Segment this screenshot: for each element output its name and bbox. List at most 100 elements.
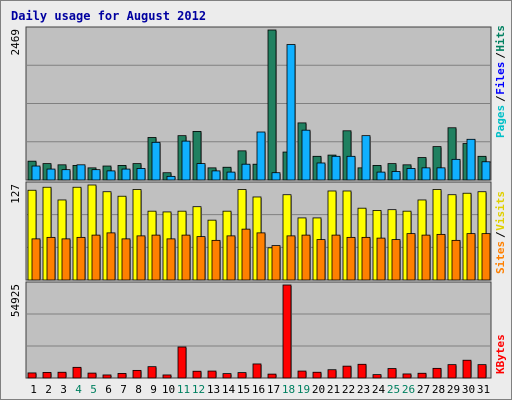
- bar-sites-day-3: [61, 238, 71, 281]
- x-tick-label: 20: [312, 383, 325, 396]
- chart-title: Daily usage for August 2012: [11, 9, 206, 23]
- bar-sites-day-22: [346, 236, 356, 281]
- bar-sites-day-26: [406, 233, 416, 281]
- x-tick-label: 22: [342, 383, 355, 396]
- x-tick-label: 2: [45, 383, 52, 396]
- bar-files-day-21: [331, 155, 341, 181]
- bar-sites-day-17: [271, 245, 281, 281]
- bar-kbytes-day-31: [477, 364, 487, 379]
- bar-kbytes-day-24: [372, 374, 382, 379]
- bar-sites-day-6: [106, 232, 116, 281]
- x-tick-label: 16: [252, 383, 265, 396]
- bar-files-day-14: [226, 171, 236, 181]
- bar-kbytes-day-7: [117, 373, 127, 379]
- x-tick-label: 7: [120, 383, 127, 396]
- bar-sites-day-27: [421, 234, 431, 281]
- bar-files-day-3: [61, 169, 71, 181]
- bar-files-day-7: [121, 168, 131, 181]
- bar-sites-day-5: [91, 234, 101, 281]
- bar-kbytes-day-21: [327, 369, 337, 379]
- x-tick-label: 31: [477, 383, 490, 396]
- bar-kbytes-day-12: [192, 370, 202, 379]
- x-tick-label: 28: [432, 383, 445, 396]
- bar-files-day-6: [106, 170, 116, 181]
- bar-files-day-30: [466, 138, 476, 181]
- bar-kbytes-day-9: [147, 366, 157, 379]
- bar-sites-day-14: [226, 235, 236, 281]
- bar-files-day-19: [301, 129, 311, 181]
- bar-sites-day-4: [76, 236, 86, 281]
- bar-sites-day-11: [181, 234, 191, 281]
- bar-kbytes-day-20: [312, 371, 322, 379]
- bar-files-day-8: [136, 168, 146, 181]
- bar-sites-day-9: [151, 234, 161, 281]
- bar-sites-day-7: [121, 238, 131, 281]
- bar-sites-day-30: [466, 233, 476, 281]
- bar-files-day-31: [481, 161, 491, 181]
- bar-kbytes-day-27: [417, 372, 427, 379]
- bar-sites-day-19: [301, 234, 311, 281]
- bar-files-day-20: [316, 162, 326, 181]
- bar-files-day-23: [361, 135, 371, 181]
- legend-files: Files: [494, 62, 507, 95]
- y-max-label: 54925: [9, 284, 22, 317]
- legend-visits: Visits: [494, 191, 507, 231]
- bar-files-day-2: [46, 168, 56, 181]
- bar-files-day-25: [391, 171, 401, 181]
- bar-files-day-9: [151, 141, 161, 181]
- x-tick-label: 18: [282, 383, 295, 396]
- bar-sites-day-18: [286, 235, 296, 281]
- bar-files-day-15: [241, 163, 251, 181]
- bar-kbytes-day-29: [447, 364, 457, 379]
- legend-hits: Hits: [494, 25, 507, 52]
- bar-kbytes-day-18: [282, 284, 292, 379]
- bar-sites-day-28: [436, 233, 446, 281]
- x-tick-label: 27: [417, 383, 430, 396]
- bar-files-day-5: [91, 169, 101, 181]
- bar-sites-day-10: [166, 238, 176, 281]
- bar-files-day-24: [376, 171, 386, 181]
- bar-kbytes-day-10: [162, 374, 172, 379]
- bar-kbytes-day-3: [57, 371, 67, 379]
- bar-kbytes-day-16: [252, 363, 262, 379]
- bar-files-day-17: [271, 172, 281, 181]
- bar-sites-day-8: [136, 235, 146, 281]
- bar-kbytes-day-14: [222, 373, 232, 379]
- x-tick-label: 3: [60, 383, 67, 396]
- x-tick-label: 14: [222, 383, 236, 396]
- y-max-label: 127: [9, 184, 22, 204]
- legend-kbytes: KBytes: [494, 334, 507, 374]
- bar-sites-day-15: [241, 228, 251, 281]
- bar-kbytes-day-6: [102, 374, 112, 379]
- bar-sites-day-16: [256, 232, 266, 281]
- x-tick-label: 11: [177, 383, 190, 396]
- x-tick-label: 15: [237, 383, 250, 396]
- y-max-label: 2469: [9, 29, 22, 56]
- legend-sites: Sites: [494, 241, 507, 274]
- bar-kbytes-day-1: [27, 372, 37, 379]
- bar-kbytes-day-11: [177, 346, 187, 379]
- x-tick-label: 23: [357, 383, 370, 396]
- bar-kbytes-day-25: [387, 368, 397, 379]
- bar-files-day-26: [406, 168, 416, 181]
- bar-files-day-27: [421, 167, 431, 181]
- x-tick-label: 5: [90, 383, 97, 396]
- x-tick-label: 17: [267, 383, 280, 396]
- x-tick-label: 9: [150, 383, 157, 396]
- bar-kbytes-day-8: [132, 369, 142, 379]
- bar-files-day-18: [286, 44, 296, 181]
- x-tick-label: 21: [327, 383, 340, 396]
- x-tick-label: 12: [192, 383, 205, 396]
- bar-files-day-29: [451, 158, 461, 181]
- bar-kbytes-day-5: [87, 372, 97, 379]
- bar-kbytes-day-15: [237, 372, 247, 379]
- bar-kbytes-day-17: [267, 373, 277, 379]
- x-tick-label: 10: [162, 383, 175, 396]
- x-tick-label: 4: [75, 383, 82, 396]
- bar-files-day-12: [196, 163, 206, 181]
- bar-files-day-13: [211, 170, 221, 181]
- legend-separator: /: [494, 231, 507, 238]
- x-tick-label: 29: [447, 383, 460, 396]
- bar-kbytes-day-23: [357, 363, 367, 379]
- panel-kbytes: [25, 281, 492, 379]
